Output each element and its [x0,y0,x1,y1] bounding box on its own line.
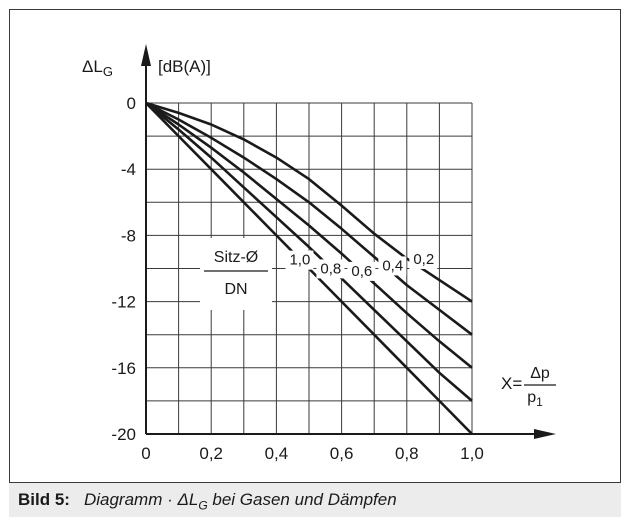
series-label: 0,4 [382,257,403,274]
series-label-bg [378,256,407,276]
y-tick-label: -20 [111,425,136,444]
x-tick-label: 1,0 [460,444,484,463]
series-labels: 1,0 0,8 0,6 0,4 0,2 [285,249,438,281]
y-axis-unit: [dB(A)] [158,57,211,76]
y-axis-label: ΔLG [82,57,113,79]
series-line [145,101,473,402]
chart: 0 0,2 0,4 0,6 0,8 1,0 0 -4 -8 -12 -16 -20 ΔLG [dB(A… [82,44,556,463]
figure-frame [9,9,621,517]
caption-label: Bild 5: [18,490,70,509]
series-label-bg [316,259,345,279]
tick-labels: 0 0,2 0,4 0,6 0,8 1,0 0 -4 -8 -12 -16 -20 [111,94,483,463]
y-tick-label: -8 [121,226,136,245]
series-line [145,101,473,369]
y-tick-label: -12 [111,293,136,312]
figure-caption: Bild 5: Diagramm · ΔLG bei Gasen und Dämp… [9,482,621,517]
series-line [145,101,473,336]
x-axis-label-denominator: p1 [527,389,543,409]
curve-label-box [200,238,272,310]
x-axis-arrow [534,429,556,439]
x-axis-label-prefix: X= [501,374,522,393]
curve-label-denominator: DN [224,281,247,298]
x-tick-label: 0,8 [395,444,419,463]
series-label: 0,2 [413,251,434,268]
series-label-bg [409,249,438,269]
x-tick-label: 0,4 [265,444,289,463]
x-axis-label-numerator: Δp [530,365,550,382]
x-tick-label: 0,2 [199,444,223,463]
curve-label-numerator: Sitz-Ø [214,249,258,266]
y-tick-label: -4 [121,160,136,179]
y-tick-label: -16 [111,359,136,378]
series-label-bg [347,261,376,281]
y-tick-label: 0 [127,94,136,113]
series-label: 1,0 [289,252,310,269]
series-label: 0,8 [320,260,341,277]
series-label: 0,6 [351,263,372,280]
x-tick-label: 0,6 [330,444,354,463]
y-axis-arrow [141,44,151,66]
series-label-bg [285,250,314,270]
axis-labels: ΔLG [dB(A)] X= Δp p1 Sitz-Ø DN [82,57,556,409]
x-tick-label: 0 [141,444,150,463]
caption-text: Diagramm · ΔLG bei Gasen und Dämpfen [83,490,397,513]
